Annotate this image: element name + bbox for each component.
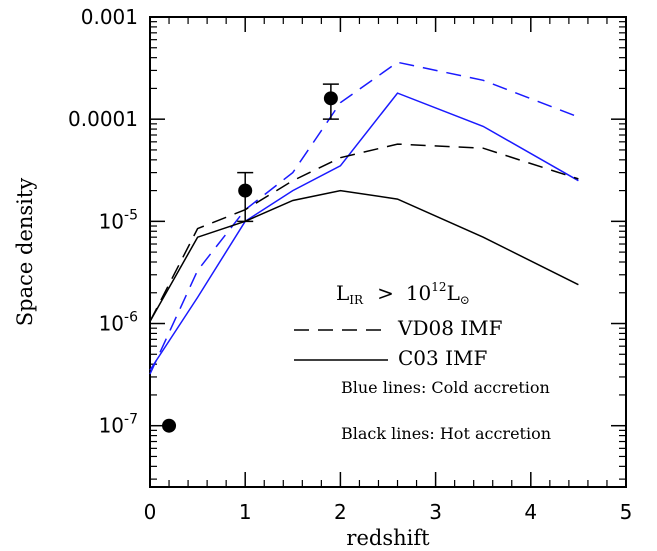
x-tick-label: 4 xyxy=(524,500,537,524)
y-tick-label: 10-5 xyxy=(99,207,138,233)
observations xyxy=(162,83,339,433)
legend-note-black: Black lines: Hot accretion xyxy=(341,424,551,443)
ticks: 0 1 2 3 4 5 0.001 0.0001 10-5 10-6 10-7 xyxy=(68,5,632,524)
legend-header: LIR >1012L⊙ xyxy=(336,280,470,307)
x-tick-label: 3 xyxy=(429,500,442,524)
legend-label-dashed: VD08 IMF xyxy=(397,316,503,340)
series-lines xyxy=(149,61,579,375)
observation-point xyxy=(323,91,338,106)
plot-frame xyxy=(149,16,627,488)
x-tick-label: 1 xyxy=(239,500,252,524)
observation-point xyxy=(162,418,177,433)
y-tick-label: 10-7 xyxy=(99,412,138,438)
y-tick-label: 0.0001 xyxy=(68,107,138,131)
series-line-2 xyxy=(149,143,579,322)
x-tick-label: 5 xyxy=(620,500,633,524)
series-line-3 xyxy=(149,189,579,322)
legend-note-blue: Blue lines: Cold accretion xyxy=(341,378,550,397)
y-axis-label: Space density xyxy=(13,178,37,327)
y-tick-label: 10-6 xyxy=(99,310,139,336)
x-axis-label: redshift xyxy=(346,526,430,550)
observation-point xyxy=(238,183,253,198)
legend: LIR >1012L⊙ VD08 IMF C03 IMF Blue lines: … xyxy=(294,280,551,443)
series-line-1 xyxy=(149,92,579,371)
x-tick-label: 0 xyxy=(144,500,157,524)
legend-label-solid: C03 IMF xyxy=(398,346,487,370)
series-line-0 xyxy=(149,61,579,375)
x-tick-label: 2 xyxy=(334,500,347,524)
y-tick-label: 0.001 xyxy=(81,5,138,29)
